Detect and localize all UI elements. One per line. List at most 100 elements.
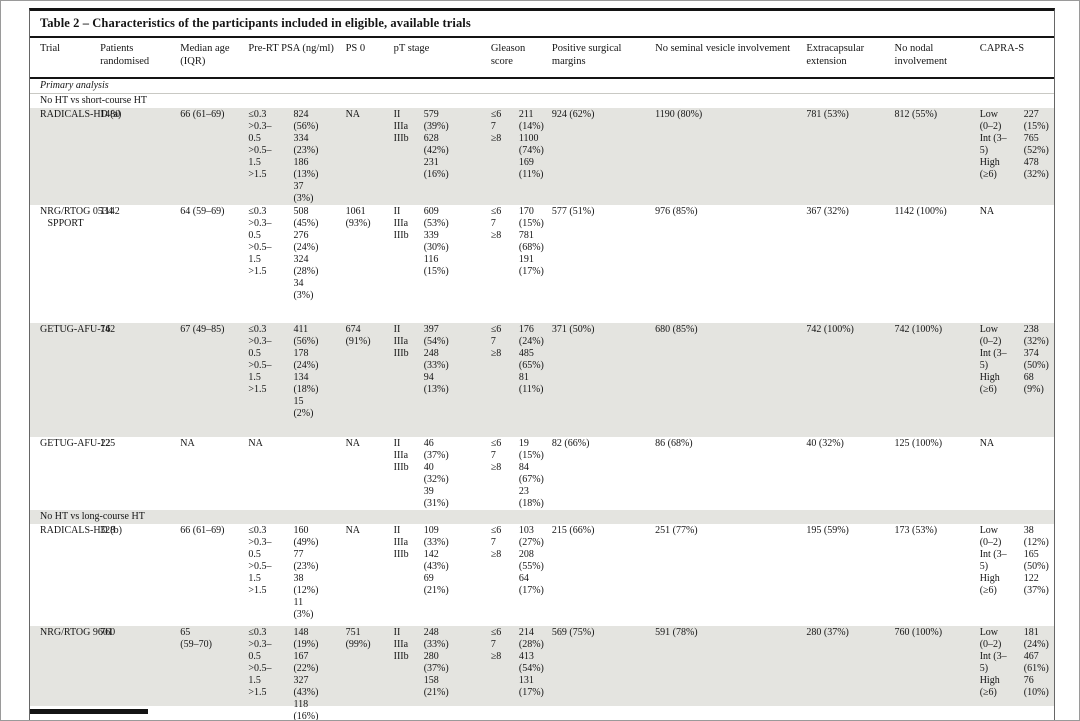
cell-svi: 251 (77%) (655, 525, 698, 536)
trials-table: Trial Patients randomised Median age (IQR)… (30, 38, 1054, 720)
trial-row: RADICALS-HD (b) 328 66 (61–69) ≤0.3 >0.3– 0… (30, 524, 1054, 626)
column-header: Positive surgical margins (551, 38, 656, 79)
cell-ps0: NA (345, 525, 361, 536)
table-body: Primary analysis No HT vs short-course HT… (30, 78, 1054, 720)
cell-ps0: 674 (91%) (345, 323, 394, 437)
column-header: Pre-RT PSA (ng/ml) (248, 38, 346, 79)
cell-psa_cat: NA (248, 438, 263, 449)
cell-age: 66 (61–69) (180, 108, 249, 205)
cell-gl_val: 103 (27%) 208 (55%) 64 (17%) (518, 525, 544, 596)
cell-pt_cat: II IIIa IIIb (393, 438, 409, 473)
column-header: No nodal involvement (894, 38, 980, 79)
cell-svi: 1190 (80%) (655, 108, 807, 205)
cell-gl_cat: ≤6 7 ≥8 (490, 108, 519, 205)
cell-capra_val (1024, 205, 1054, 323)
cell-trial: RADICALS-HD (a) (30, 108, 121, 205)
cell-ece: 280 (37%) (806, 626, 895, 720)
cell-nodal: 812 (55%) (894, 108, 980, 205)
cell-gl_val: 211 (14%) 1100 (74%) 169 (11%) (518, 108, 552, 205)
section-row: Primary analysis (30, 78, 1054, 94)
header-row: Trial Patients randomised Median age (IQR)… (30, 38, 1054, 79)
cell-pt_cat: II IIIa IIIb (393, 626, 424, 720)
column-header: Extracapsular extension (806, 38, 895, 79)
section-row: No HT vs long-course HT (30, 510, 1054, 524)
cell-nodal: 1142 (100%) (894, 206, 947, 217)
cell-gl_val: 214 (28%) 413 (54%) 131 (17%) (518, 626, 552, 720)
cell-trial: NRG/RTOG 9601 (30, 626, 113, 720)
cell-capra_val: 227 (15%) 765 (52%) 478 (32%) (1023, 108, 1054, 205)
cell-svi: 680 (85%) (655, 323, 807, 437)
cell-psm: 577 (51%) (551, 206, 595, 217)
cell-psa_cat: ≤0.3 >0.3– 0.5 >0.5– 1.5 >1.5 (248, 525, 272, 596)
cell-psa_val: 411 (56%) 178 (24%) 134 (18%) 15 (2%) (293, 323, 346, 437)
cell-capra_cat: Low (0–2) Int (3– 5) High (≥6) (979, 626, 1024, 720)
cell-age: 64 (59–69) (180, 206, 225, 217)
column-header: pT stage (393, 38, 491, 79)
cell-gl_val: 176 (24%) 485 (65%) 81 (11%) (518, 323, 552, 437)
column-header: Trial (30, 38, 101, 79)
cell-age: 67 (49–85) (180, 323, 249, 437)
cell-psa_cat: ≤0.3 >0.3– 0.5 >0.5– 1.5 >1.5 (248, 206, 272, 277)
table-header: Trial Patients randomised Median age (IQR)… (30, 38, 1054, 79)
cell-patients: 1142 (100, 206, 120, 217)
cell-capra_cat: Low (0–2) Int (3– 5) High (≥6) (979, 525, 1007, 596)
cell-pt_val: 46 (37%) 40 (32%) 39 (31%) (423, 438, 449, 509)
cell-ece: 781 (53%) (806, 108, 895, 205)
cell-ece: 367 (32%) (806, 206, 849, 217)
cell-trial: NRG/RTOG 0534 SPPORT (40, 206, 113, 229)
cell-pt_val: 109 (33%) 142 (43%) 69 (21%) (423, 525, 449, 596)
cell-ps0: 751 (99%) (345, 626, 394, 720)
cell-psa_val: 160 (49%) 77 (23%) 38 (12%) 11 (3%) (293, 525, 319, 620)
section-row: No HT vs short-course HT (30, 94, 1054, 109)
trial-row: GETUG-AFU-16 742 67 (49–85) ≤0.3 >0.3– 0.5 … (30, 323, 1054, 437)
cell-pt_val: 609 (53%) 339 (30%) 116 (15%) (423, 206, 449, 277)
cell-gl_val: 170 (15%) 781 (68%) 191 (17%) (518, 206, 544, 277)
cell-psa_val (293, 437, 345, 510)
cell-ps0: 1061 (93%) (345, 206, 371, 229)
section-label: Primary analysis (30, 78, 1054, 94)
cell-ps0: NA (345, 438, 361, 449)
cell-patients: 1480 (100, 108, 181, 205)
cell-psm: 924 (62%) (551, 108, 656, 205)
column-header: PS 0 (345, 38, 394, 79)
cell-capra_cat: Low (0–2) Int (3– 5) High (≥6) (979, 323, 1024, 437)
cell-svi: 976 (85%) (655, 206, 698, 217)
cell-ece: 742 (100%) (806, 323, 895, 437)
cell-age: 65 (59–70) (180, 626, 249, 720)
cell-pt_cat: II IIIa IIIb (393, 206, 409, 241)
cell-gl_cat: ≤6 7 ≥8 (490, 438, 502, 473)
cell-trial: RADICALS-HD (b) (40, 525, 122, 536)
cell-pt_val: 579 (39%) 628 (42%) 231 (16%) (423, 108, 491, 205)
cell-capra_val: 181 (24%) 467 (61%) 76 (10%) (1023, 626, 1054, 720)
cell-ece: 195 (59%) (806, 525, 849, 536)
cell-capra_val: 238 (32%) 374 (50%) 68 (9%) (1023, 323, 1054, 437)
cell-ece: 40 (32%) (806, 438, 844, 449)
table-frame: Table 2 – Characteristics of the partici… (29, 8, 1055, 720)
cell-svi: 86 (68%) (655, 438, 693, 449)
cell-capra_cat: NA (979, 206, 995, 217)
cell-pt_cat: II IIIa IIIb (393, 525, 409, 560)
cell-gl_cat: ≤6 7 ≥8 (490, 323, 519, 437)
cell-capra_cat: NA (979, 438, 995, 449)
column-header: Median age (IQR) (180, 38, 249, 79)
cell-psa_cat: ≤0.3 >0.3– 0.5 >0.5– 1.5 >1.5 (248, 323, 294, 437)
cell-psa_cat: ≤0.3 >0.3– 0.5 >0.5– 1.5 >1.5 (248, 108, 294, 205)
cell-psa_val: 148 (19%) 167 (22%) 327 (43%) 118 (16%) (293, 626, 346, 720)
cell-age: 66 (61–69) (180, 525, 225, 536)
cell-patients: 760 (100, 626, 181, 720)
cell-psm: 82 (66%) (551, 438, 590, 449)
column-header: CAPRA-S (979, 38, 1054, 79)
section-label: No HT vs short-course HT (40, 95, 148, 106)
cell-gl_cat: ≤6 7 ≥8 (490, 206, 502, 241)
cell-pt_cat: II IIIa IIIb (393, 108, 424, 205)
cell-patients: 742 (100, 323, 181, 437)
cell-nodal: 173 (53%) (894, 525, 938, 536)
cell-age: NA (180, 438, 195, 449)
cell-psm: 371 (50%) (551, 323, 656, 437)
column-header: Patients randomised (100, 38, 181, 79)
cell-pt_val: 397 (54%) 248 (33%) 94 (13%) (423, 323, 491, 437)
column-header: No seminal vesicle involvement (655, 38, 807, 79)
cell-psa_cat: ≤0.3 >0.3– 0.5 >0.5– 1.5 >1.5 (248, 626, 294, 720)
cell-ps0: NA (345, 108, 394, 205)
